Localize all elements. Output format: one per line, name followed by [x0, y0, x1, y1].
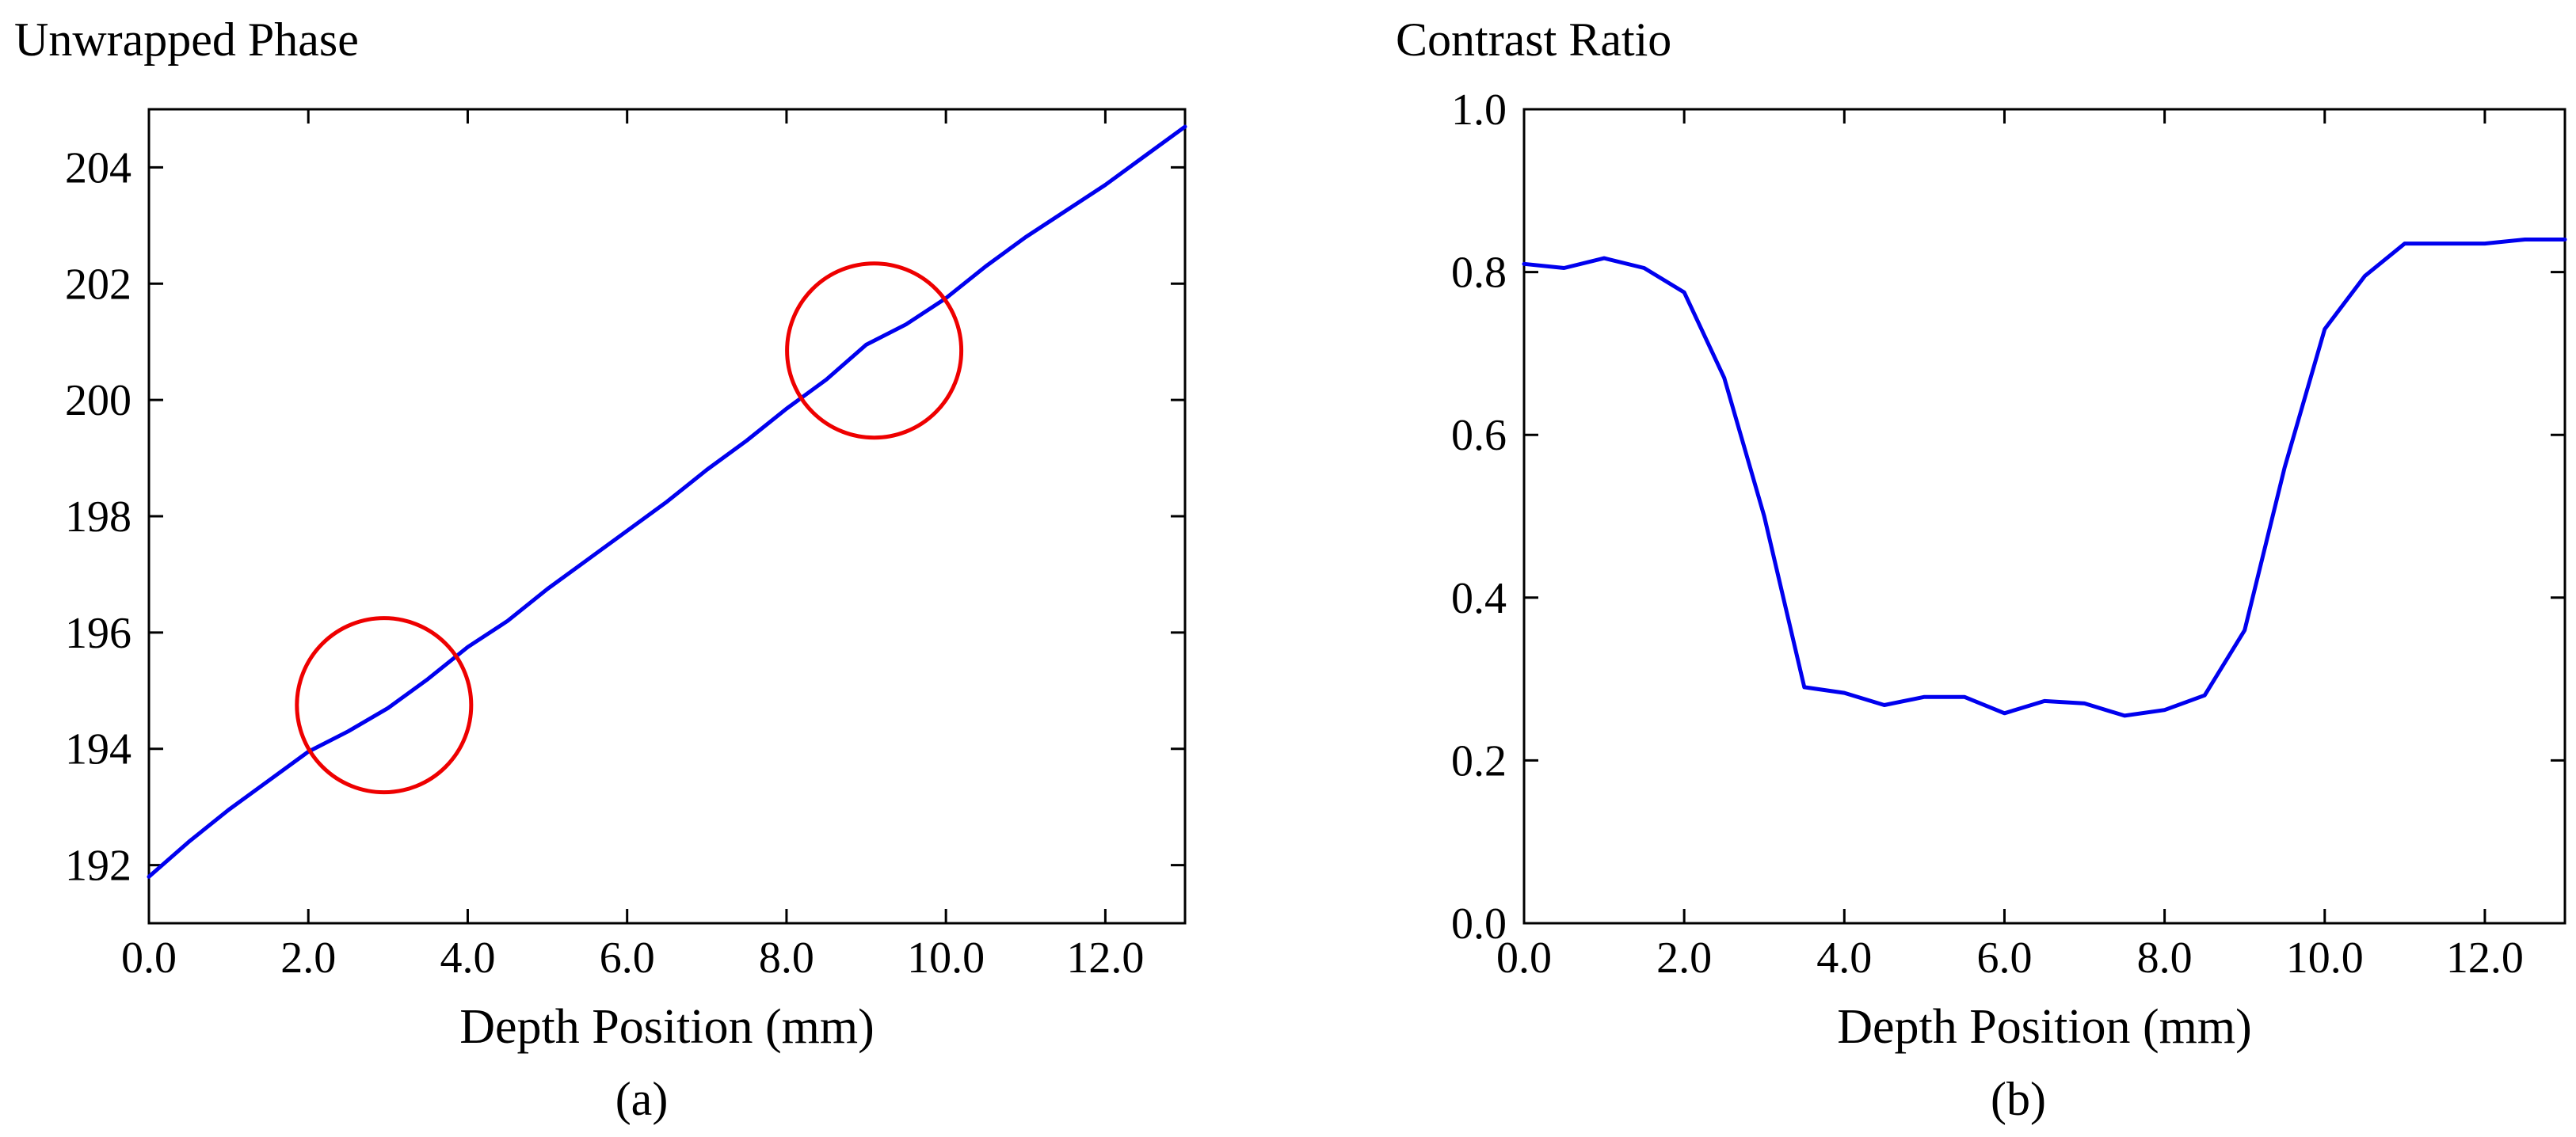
phase-x-tick-label: 6.0: [600, 934, 655, 983]
contrast-y-tick-label: 0.4: [1451, 574, 1507, 623]
phase-x-tick-label: 8.0: [759, 934, 814, 983]
contrast-axes: 0.0 2.0 4.0 6.0 8.0 10.0 12.0 0.0 0.2 0.4 0.6 0.8 1.…: [1451, 86, 2565, 983]
phase-y-tick-label: 198: [65, 492, 131, 542]
phase-x-tick-label: 10.0: [907, 934, 985, 983]
contrast-plot-frame: [1522, 108, 2566, 925]
contrast-x-tick-label: 10.0: [2286, 934, 2364, 983]
phase-y-tick-label: 192: [65, 842, 131, 891]
contrast-y-tick-label: 0.8: [1451, 249, 1507, 298]
phase-series-line: [147, 124, 1187, 879]
contrast-x-tick-label: 2.0: [1656, 934, 1712, 983]
phase-annotation-layer: [295, 261, 964, 795]
phase-y-tick-label: 204: [65, 143, 131, 192]
phase-axes: 0.0 2.0 4.0 6.0 8.0 10.0 12.0 192 194 196 198 200 20…: [65, 109, 1185, 983]
phase-highlight-circle: [785, 261, 964, 440]
phase-plot-frame: [147, 108, 1187, 925]
phase-y-tick-label: 194: [65, 725, 131, 774]
phase-x-tick-label: 2.0: [280, 934, 336, 983]
phase-y-tick-label: 200: [65, 376, 131, 425]
contrast-x-tick-label: 8.0: [2137, 934, 2193, 983]
phase-panel-caption: (a): [615, 1073, 669, 1125]
phase-series-layer: [147, 124, 1187, 879]
contrast-x-tick-label: 0.0: [1496, 934, 1552, 983]
contrast-y-tick-label: 1.0: [1451, 86, 1507, 135]
contrast-y-tick-label: 0.2: [1451, 736, 1507, 785]
phase-title: Unwrapped Phase: [14, 13, 359, 66]
contrast-panel-caption: (b): [1991, 1073, 2046, 1125]
contrast-y-tick-label: 0.0: [1451, 899, 1507, 949]
contrast-x-tick-label: 4.0: [1816, 934, 1872, 983]
contrast-series-layer: [1522, 238, 2567, 718]
contrast-series-line: [1522, 238, 2567, 718]
contrast-title: Contrast Ratio: [1396, 13, 1671, 66]
phase-x-tick-label: 0.0: [121, 934, 177, 983]
phase-panel: Unwrapped Phase 0.0 2.0 4.0 6.0 8.0 10.0 12.0 1…: [14, 13, 1187, 1125]
phase-x-tick-label: 12.0: [1066, 934, 1144, 983]
contrast-x-tick-label: 6.0: [1976, 934, 2032, 983]
phase-x-tick-label: 4.0: [440, 934, 495, 983]
phase-highlight-circle: [295, 616, 474, 795]
contrast-x-axis-label: Depth Position (mm): [1837, 1000, 2252, 1054]
contrast-panel: Contrast Ratio 0.0 2.0 4.0 6.0 8.0 10.0 12.00.…: [1396, 13, 2567, 1125]
phase-y-tick-label: 202: [65, 260, 131, 309]
contrast-y-tick-label: 0.6: [1451, 411, 1507, 460]
contrast-x-tick-label: 12.0: [2446, 934, 2524, 983]
phase-y-tick-label: 196: [65, 609, 131, 658]
phase-x-axis-label: Depth Position (mm): [459, 1000, 875, 1054]
